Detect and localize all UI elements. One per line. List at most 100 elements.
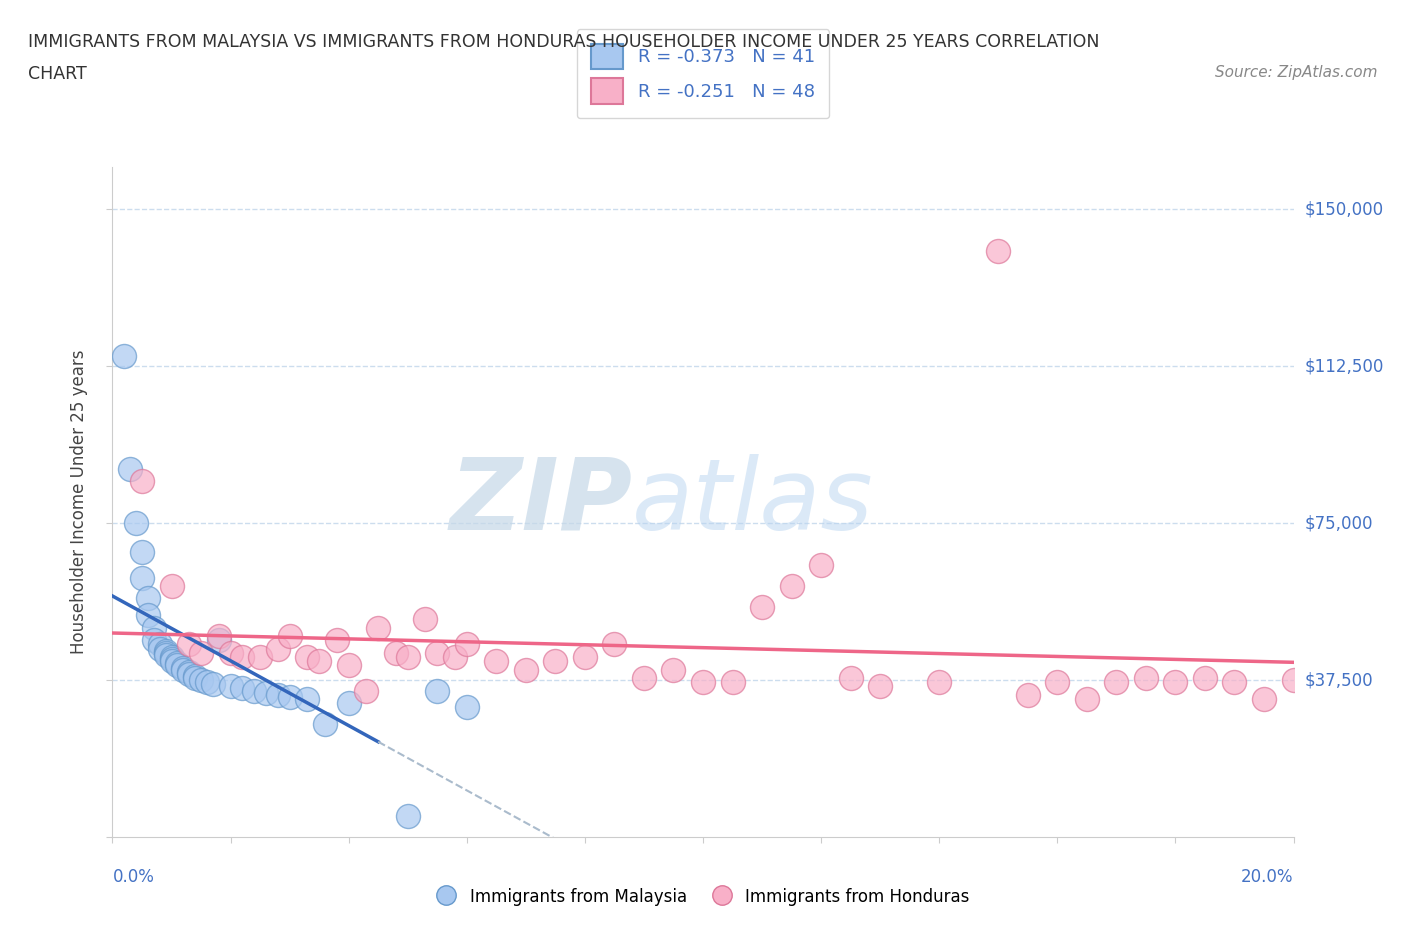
Y-axis label: Householder Income Under 25 years: Householder Income Under 25 years — [70, 350, 89, 655]
Point — [692, 675, 714, 690]
Point — [136, 608, 159, 623]
Point — [633, 671, 655, 685]
Text: 20.0%: 20.0% — [1241, 868, 1294, 885]
Point — [195, 675, 218, 690]
Point — [184, 669, 207, 684]
Point — [172, 660, 194, 675]
Point — [751, 600, 773, 615]
Point — [112, 349, 135, 364]
Point — [1223, 675, 1246, 690]
Point — [179, 637, 201, 652]
Point — [385, 645, 408, 660]
Point — [136, 591, 159, 606]
Point — [415, 612, 437, 627]
Point — [208, 632, 231, 647]
Point — [231, 649, 253, 664]
Point — [201, 677, 224, 692]
Text: IMMIGRANTS FROM MALAYSIA VS IMMIGRANTS FROM HONDURAS HOUSEHOLDER INCOME UNDER 25: IMMIGRANTS FROM MALAYSIA VS IMMIGRANTS F… — [28, 33, 1099, 50]
Point — [160, 578, 183, 593]
Point — [131, 570, 153, 585]
Text: Source: ZipAtlas.com: Source: ZipAtlas.com — [1215, 65, 1378, 80]
Point — [160, 652, 183, 667]
Point — [1194, 671, 1216, 685]
Point — [149, 642, 172, 657]
Point — [243, 683, 266, 698]
Point — [208, 629, 231, 644]
Point — [155, 644, 177, 658]
Point — [396, 809, 419, 824]
Text: $75,000: $75,000 — [1305, 514, 1374, 532]
Point — [120, 461, 142, 476]
Point — [160, 654, 183, 669]
Point — [179, 664, 201, 679]
Point — [337, 696, 360, 711]
Point — [1164, 675, 1187, 690]
Legend: Immigrants from Malaysia, Immigrants from Honduras: Immigrants from Malaysia, Immigrants fro… — [430, 881, 976, 912]
Point — [249, 649, 271, 664]
Point — [928, 675, 950, 690]
Point — [485, 654, 508, 669]
Point — [254, 685, 277, 700]
Point — [267, 687, 290, 702]
Point — [444, 649, 467, 664]
Point — [172, 662, 194, 677]
Point — [297, 692, 319, 707]
Point — [869, 679, 891, 694]
Point — [1282, 672, 1305, 687]
Point — [337, 658, 360, 673]
Point — [367, 620, 389, 635]
Point — [544, 654, 567, 669]
Point — [131, 474, 153, 489]
Point — [662, 662, 685, 677]
Point — [780, 578, 803, 593]
Text: ZIP: ZIP — [449, 454, 633, 551]
Point — [839, 671, 862, 685]
Point — [190, 672, 212, 687]
Text: $112,500: $112,500 — [1305, 357, 1384, 375]
Point — [456, 700, 478, 715]
Point — [396, 649, 419, 664]
Point — [456, 637, 478, 652]
Point — [1135, 671, 1157, 685]
Point — [1046, 675, 1069, 690]
Point — [308, 654, 330, 669]
Point — [131, 545, 153, 560]
Text: $150,000: $150,000 — [1305, 200, 1384, 219]
Point — [356, 683, 378, 698]
Point — [721, 675, 744, 690]
Point — [155, 645, 177, 660]
Point — [314, 717, 336, 732]
Point — [267, 642, 290, 657]
Point — [231, 681, 253, 696]
Point — [166, 656, 188, 671]
Point — [574, 649, 596, 664]
Point — [426, 683, 449, 698]
Point — [149, 637, 172, 652]
Point — [603, 637, 626, 652]
Text: $37,500: $37,500 — [1305, 671, 1374, 689]
Point — [515, 662, 537, 677]
Text: CHART: CHART — [28, 65, 87, 83]
Point — [219, 679, 242, 694]
Point — [326, 632, 349, 647]
Point — [190, 645, 212, 660]
Point — [1076, 692, 1098, 707]
Point — [1017, 687, 1039, 702]
Point — [278, 629, 301, 644]
Text: atlas: atlas — [633, 454, 873, 551]
Point — [426, 645, 449, 660]
Point — [166, 658, 188, 673]
Point — [219, 645, 242, 660]
Point — [1253, 692, 1275, 707]
Point — [125, 516, 148, 531]
Point — [278, 689, 301, 704]
Point — [142, 632, 165, 647]
Text: 0.0%: 0.0% — [112, 868, 155, 885]
Point — [155, 647, 177, 662]
Point — [142, 620, 165, 635]
Point — [297, 649, 319, 664]
Legend: R = -0.373   N = 41, R = -0.251   N = 48: R = -0.373 N = 41, R = -0.251 N = 48 — [576, 29, 830, 118]
Point — [1105, 675, 1128, 690]
Point — [184, 671, 207, 685]
Point — [987, 244, 1010, 259]
